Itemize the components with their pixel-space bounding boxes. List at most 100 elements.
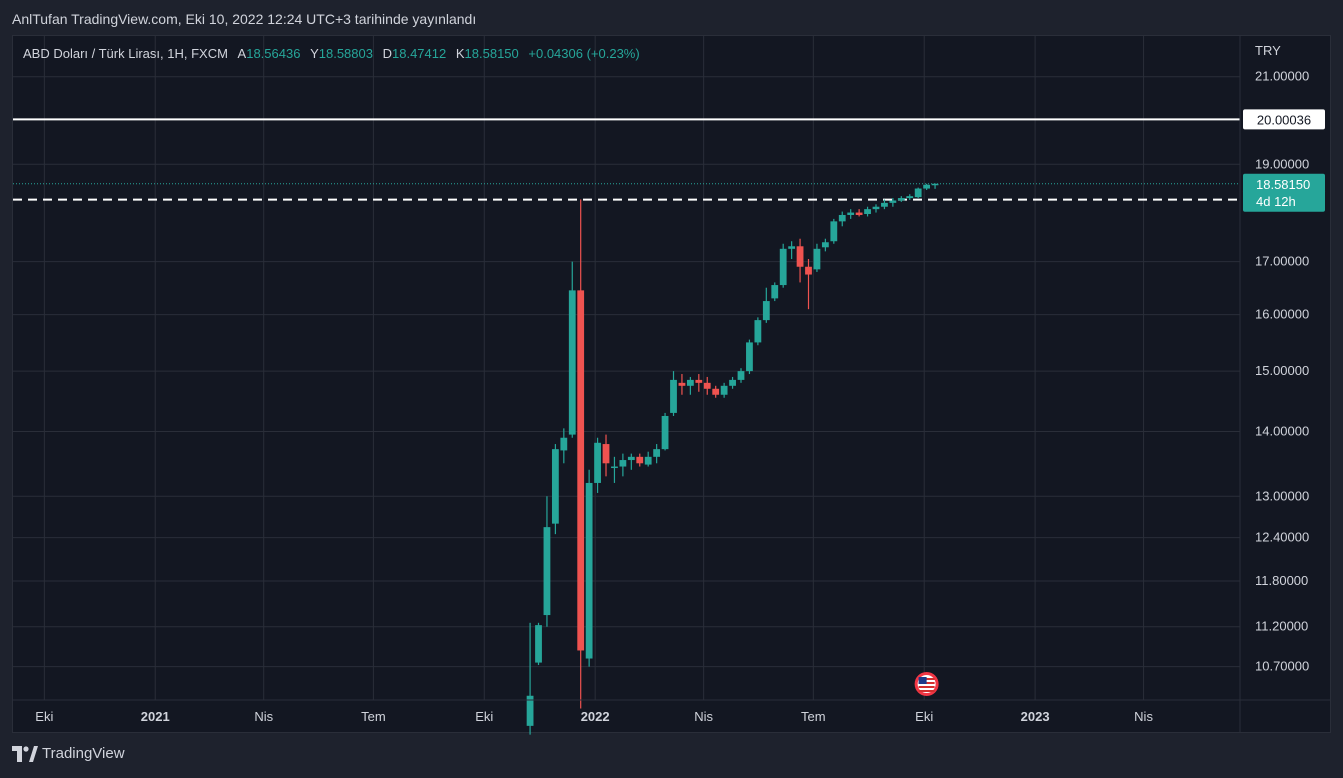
candle-body: [703, 382, 711, 389]
candle-body: [914, 188, 922, 198]
flag-stripe: [918, 686, 935, 688]
candle-body: [771, 285, 779, 299]
candle-body: [847, 212, 855, 215]
price-tick-label: 15.00000: [1255, 363, 1309, 378]
candle-body: [746, 342, 753, 372]
flag-canton: [918, 677, 927, 684]
time-tick-label: Tem: [361, 709, 386, 724]
candle-body: [788, 246, 796, 249]
candle-body: [796, 246, 804, 267]
time-tick-label: Nis: [1134, 709, 1153, 724]
high-label: Y: [310, 46, 319, 61]
candle-body: [695, 379, 703, 383]
price-tick-label: 11.80000: [1255, 573, 1308, 588]
price-tick-label: 10.70000: [1255, 659, 1309, 674]
tradingview-logo[interactable]: TradingView: [12, 745, 125, 762]
level-price-label: 20.00036: [1257, 112, 1311, 127]
price-tick-label: 16.00000: [1255, 307, 1309, 322]
price-tick-label: 11.20000: [1255, 619, 1308, 634]
candle-body: [737, 371, 745, 380]
change-value: +0.04306 (+0.23%): [528, 46, 640, 61]
candle-body: [779, 248, 787, 286]
price-tick-label: 12.40000: [1255, 530, 1309, 545]
time-tick-label: 2021: [141, 709, 170, 724]
candle-body: [931, 183, 939, 186]
price-tick-label: 21.00000: [1255, 69, 1309, 84]
flag-stripe: [918, 690, 935, 692]
tradingview-logo-icon: [12, 745, 38, 762]
axes: 21.00000 19.00000 17.00000 16.00000 15.00000…: [13, 36, 1330, 732]
price-tick-label: 14.00000: [1255, 423, 1309, 438]
candle-body: [678, 382, 686, 386]
last-price-box: [1243, 173, 1325, 212]
candle-body: [889, 200, 897, 203]
time-tick-label: 2023: [1021, 709, 1050, 724]
close-label: K: [455, 46, 465, 61]
candle-body: [838, 214, 846, 222]
time-tick-label: Nis: [254, 709, 273, 724]
level-price-box: [1243, 109, 1325, 130]
candle-body: [577, 290, 585, 651]
candle-body: [551, 449, 559, 524]
candle-body: [653, 449, 661, 457]
candle-body: [543, 527, 551, 616]
close-value: 18.58150: [464, 46, 519, 61]
us-flag-icon[interactable]: [914, 672, 939, 696]
grid: [13, 36, 1240, 700]
candle-body: [712, 388, 720, 395]
candle-body: [627, 456, 635, 461]
ohlc-legend: ABD Doları / Türk Lirası, 1H, FXCM A18.5…: [23, 46, 640, 61]
price-tick-label: 13.00000: [1255, 488, 1309, 503]
open-value: 18.56436: [246, 46, 301, 61]
candle-body: [686, 379, 694, 386]
high-value: 18.58803: [318, 46, 373, 61]
candle-body: [644, 456, 652, 465]
candle-body: [526, 695, 534, 726]
candle-body: [670, 379, 677, 413]
candle-body: [619, 460, 627, 467]
candle-body: [568, 290, 576, 435]
candle-body: [864, 209, 871, 215]
brand-name: TradingView: [42, 745, 125, 762]
candle-body: [754, 320, 762, 343]
candle-body: [661, 415, 669, 450]
candle-body: [805, 266, 812, 275]
candle-body: [923, 184, 931, 189]
candle-body: [821, 242, 829, 248]
candle-body: [906, 196, 914, 199]
candle-body: [560, 437, 568, 451]
time-tick-label: Eki: [35, 709, 53, 724]
candle-body: [636, 456, 644, 464]
candle-body: [855, 212, 863, 215]
candle-body: [729, 379, 736, 386]
event-markers[interactable]: [914, 672, 939, 696]
candle-body: [830, 221, 838, 242]
price-tick-label: 19.00000: [1255, 156, 1309, 171]
candle-body: [762, 301, 770, 321]
time-tick-label: Eki: [915, 709, 933, 724]
candle-body: [611, 466, 618, 469]
low-label: D: [382, 46, 392, 61]
candle-body: [602, 444, 610, 464]
last-price-label: 18.58150: [1256, 177, 1310, 192]
time-tick-label: Eki: [475, 709, 493, 724]
candle-body: [897, 198, 905, 201]
candle-body: [881, 202, 888, 207]
time-tick-label: 2022: [581, 709, 610, 724]
candle-body: [585, 482, 593, 659]
publish-info: AnlTufan TradingView.com, Eki 10, 2022 1…: [12, 11, 477, 27]
price-tick-label: 17.00000: [1255, 254, 1309, 269]
low-value: 18.47412: [392, 46, 447, 61]
candle-body: [594, 442, 601, 483]
candle-body: [872, 206, 880, 210]
last-price-countdown: 4d 12h: [1256, 194, 1296, 209]
open-label: A: [237, 46, 247, 61]
symbol-name: ABD Doları / Türk Lirası, 1H, FXCM: [23, 46, 228, 61]
candle-body: [813, 248, 821, 270]
candles: [526, 183, 939, 735]
time-tick-label: Tem: [801, 709, 826, 724]
candle-body: [720, 385, 728, 395]
time-tick-label: Nis: [694, 709, 713, 724]
